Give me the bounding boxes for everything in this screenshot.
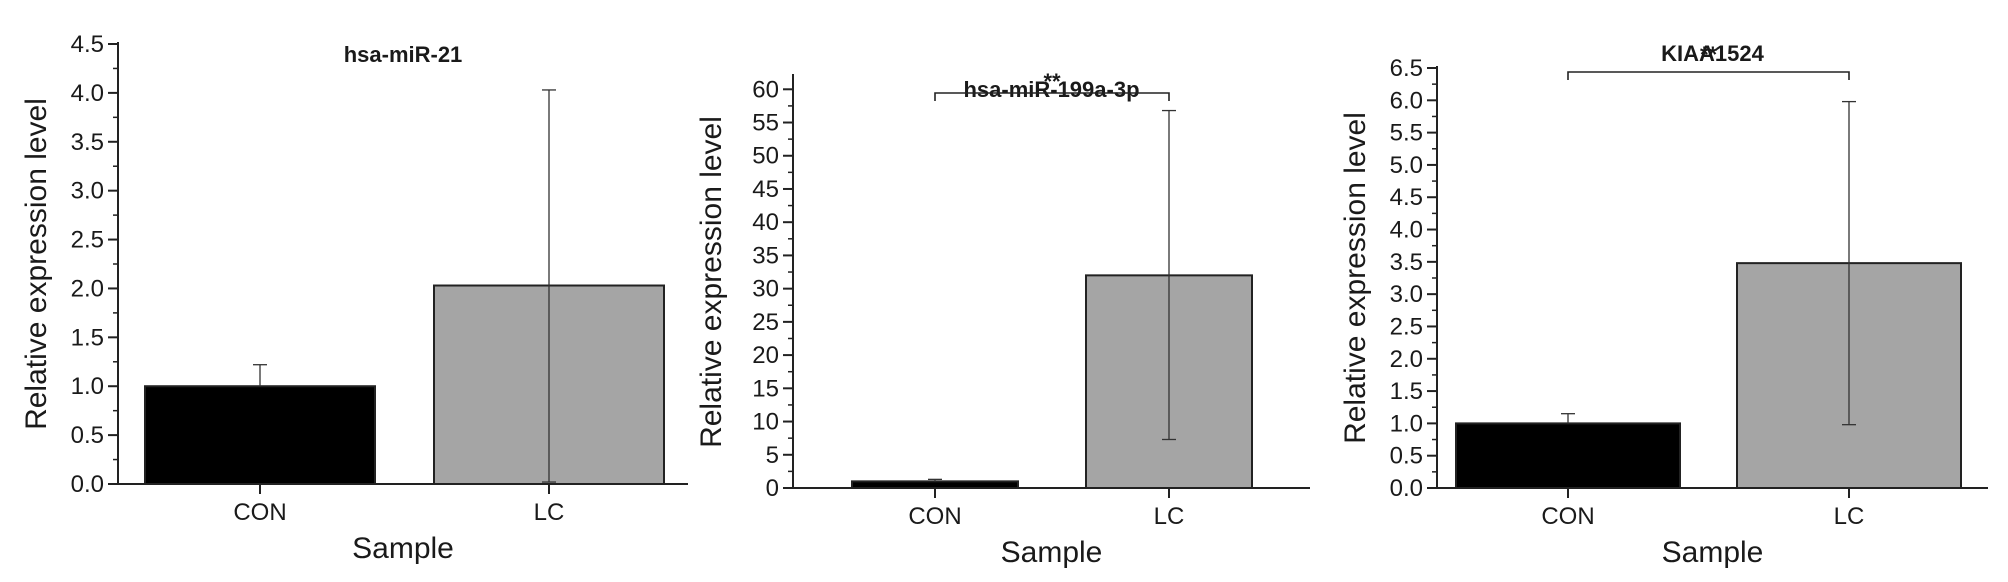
y-tick-label: 2.5 <box>1390 313 1423 340</box>
y-tick-label: 3.5 <box>71 129 104 156</box>
y-tick-label: 1.5 <box>71 324 104 351</box>
y-tick-label: 5.0 <box>1390 152 1423 179</box>
y-tick-label: 40 <box>752 209 779 236</box>
chart-panel-hsa-mir-199a-3p: 0 5 10 15 20 25 30 35 40 45 50 55 60 CON LC Sample Relat… <box>695 69 1310 569</box>
chart-title: hsa-miR-199a-3p <box>963 77 1139 102</box>
y-tick-label: 1.5 <box>1390 378 1423 405</box>
y-tick-label: 25 <box>752 309 779 336</box>
y-axis-title: Relative expression level <box>695 116 728 448</box>
y-tick-label: 0.5 <box>71 422 104 449</box>
chart-panel-kiaa1524: 0.0 0.5 1.0 1.5 2.0 2.5 3.0 3.5 4.0 4.5 5.0 5.5 6.0 6… <box>1339 41 1988 569</box>
y-tick-label: 45 <box>752 176 779 203</box>
y-tick-label: 4.0 <box>71 80 104 107</box>
y-tick-label: 6.0 <box>1390 87 1423 114</box>
y-tick-label: 6.5 <box>1390 55 1423 82</box>
y-axis-title: Relative expression level <box>20 98 53 430</box>
chart-title: hsa-miR-21 <box>344 42 463 67</box>
significance-bracket <box>934 92 1170 101</box>
y-tick-label: 1.0 <box>71 373 104 400</box>
y-tick-label: 1.0 <box>1390 410 1423 437</box>
y-tick-label: 0.0 <box>71 471 104 498</box>
x-tick-label: LC <box>1154 503 1185 530</box>
x-axis-title: Sample <box>1662 536 1764 569</box>
y-tick-label: 2.0 <box>1390 346 1423 373</box>
x-axis-title: Sample <box>1001 536 1103 569</box>
x-tick-label: LC <box>534 499 565 526</box>
y-tick-label: 4.5 <box>71 31 104 58</box>
y-tick-label: 4.0 <box>1390 217 1423 244</box>
y-tick-label: 3.0 <box>71 178 104 205</box>
x-tick-label: CON <box>908 503 961 530</box>
significance-bracket <box>1567 71 1850 80</box>
chart-panel-hsa-mir-21: 0.0 0.5 1.0 1.5 2.0 2.5 3.0 3.5 4.0 4.5 CON LC Sampl… <box>20 31 688 565</box>
bar-con <box>144 385 376 486</box>
y-tick-label: 55 <box>752 110 779 137</box>
x-axis-title: Sample <box>352 532 454 565</box>
y-tick-label: 15 <box>752 375 779 402</box>
x-tick-label: LC <box>1834 503 1865 530</box>
y-tick-label: 3.5 <box>1390 249 1423 276</box>
y-tick-label: 0.5 <box>1390 443 1423 470</box>
y-tick-label: 2.0 <box>71 275 104 302</box>
y-axis-title: Relative expression level <box>1339 112 1372 444</box>
y-tick-label: 10 <box>752 409 779 436</box>
y-tick-label: 4.5 <box>1390 184 1423 211</box>
y-tick-label: 0 <box>766 475 779 502</box>
significance-label: ** <box>1700 42 1718 67</box>
x-tick-label: CON <box>233 499 286 526</box>
y-tick-label: 5 <box>766 442 779 469</box>
y-tick-label: 20 <box>752 342 779 369</box>
y-tick-label: 3.0 <box>1390 281 1423 308</box>
y-tick-label: 0.0 <box>1390 475 1423 502</box>
y-tick-label: 5.5 <box>1390 120 1423 147</box>
significance-label: ** <box>1043 69 1061 94</box>
y-tick-label: 60 <box>752 76 779 103</box>
y-tick-label: 2.5 <box>71 227 104 254</box>
x-tick-label: CON <box>1541 503 1594 530</box>
y-tick-label: 50 <box>752 143 779 170</box>
chart-title: KIAA1524 <box>1661 41 1764 66</box>
y-tick-label: 30 <box>752 276 779 303</box>
bar-con <box>1455 422 1681 489</box>
y-tick-label: 35 <box>752 242 779 269</box>
